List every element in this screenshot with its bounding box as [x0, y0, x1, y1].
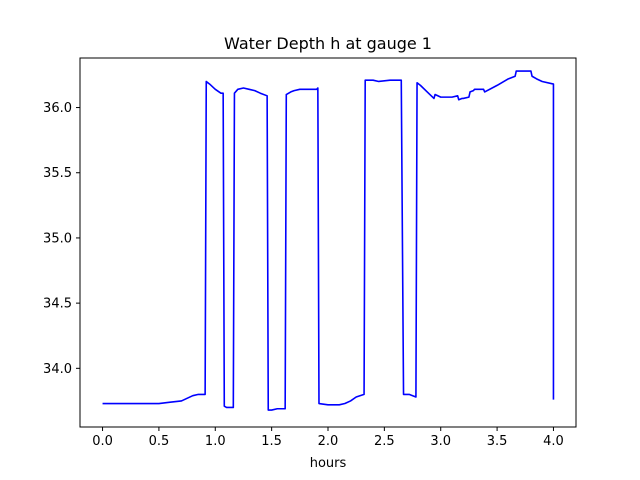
x-axis-label: hours — [310, 456, 347, 471]
plot-area — [79, 57, 577, 428]
plot-frame — [79, 57, 577, 428]
x-tick-label: 2.0 — [318, 434, 339, 449]
y-tick-label: 35.0 — [43, 231, 72, 246]
x-tick-label: 4.0 — [543, 434, 564, 449]
x-tick-label: 0.0 — [92, 434, 113, 449]
x-tick-label: 1.5 — [261, 434, 282, 449]
y-tick-label: 36.0 — [43, 101, 72, 116]
x-tick-label: 2.5 — [374, 434, 395, 449]
y-tick-label: 34.0 — [43, 362, 72, 377]
x-tick-label: 3.0 — [430, 434, 451, 449]
x-axis: 0.0 0.5 1.0 1.5 2.0 2.5 3.0 3.5 4.0 — [92, 427, 564, 449]
y-axis: 34.0 34.5 35.0 35.5 36.0 — [43, 101, 80, 377]
y-tick-label: 34.5 — [43, 297, 72, 312]
x-tick-label: 0.5 — [149, 434, 170, 449]
x-tick-label: 1.0 — [205, 434, 226, 449]
series-layer — [102, 70, 555, 411]
y-tick-label: 35.5 — [43, 166, 72, 181]
chart-title: Water Depth h at gauge 1 — [224, 34, 432, 53]
x-tick-label: 3.5 — [487, 434, 508, 449]
series-line-0 — [102, 70, 555, 411]
